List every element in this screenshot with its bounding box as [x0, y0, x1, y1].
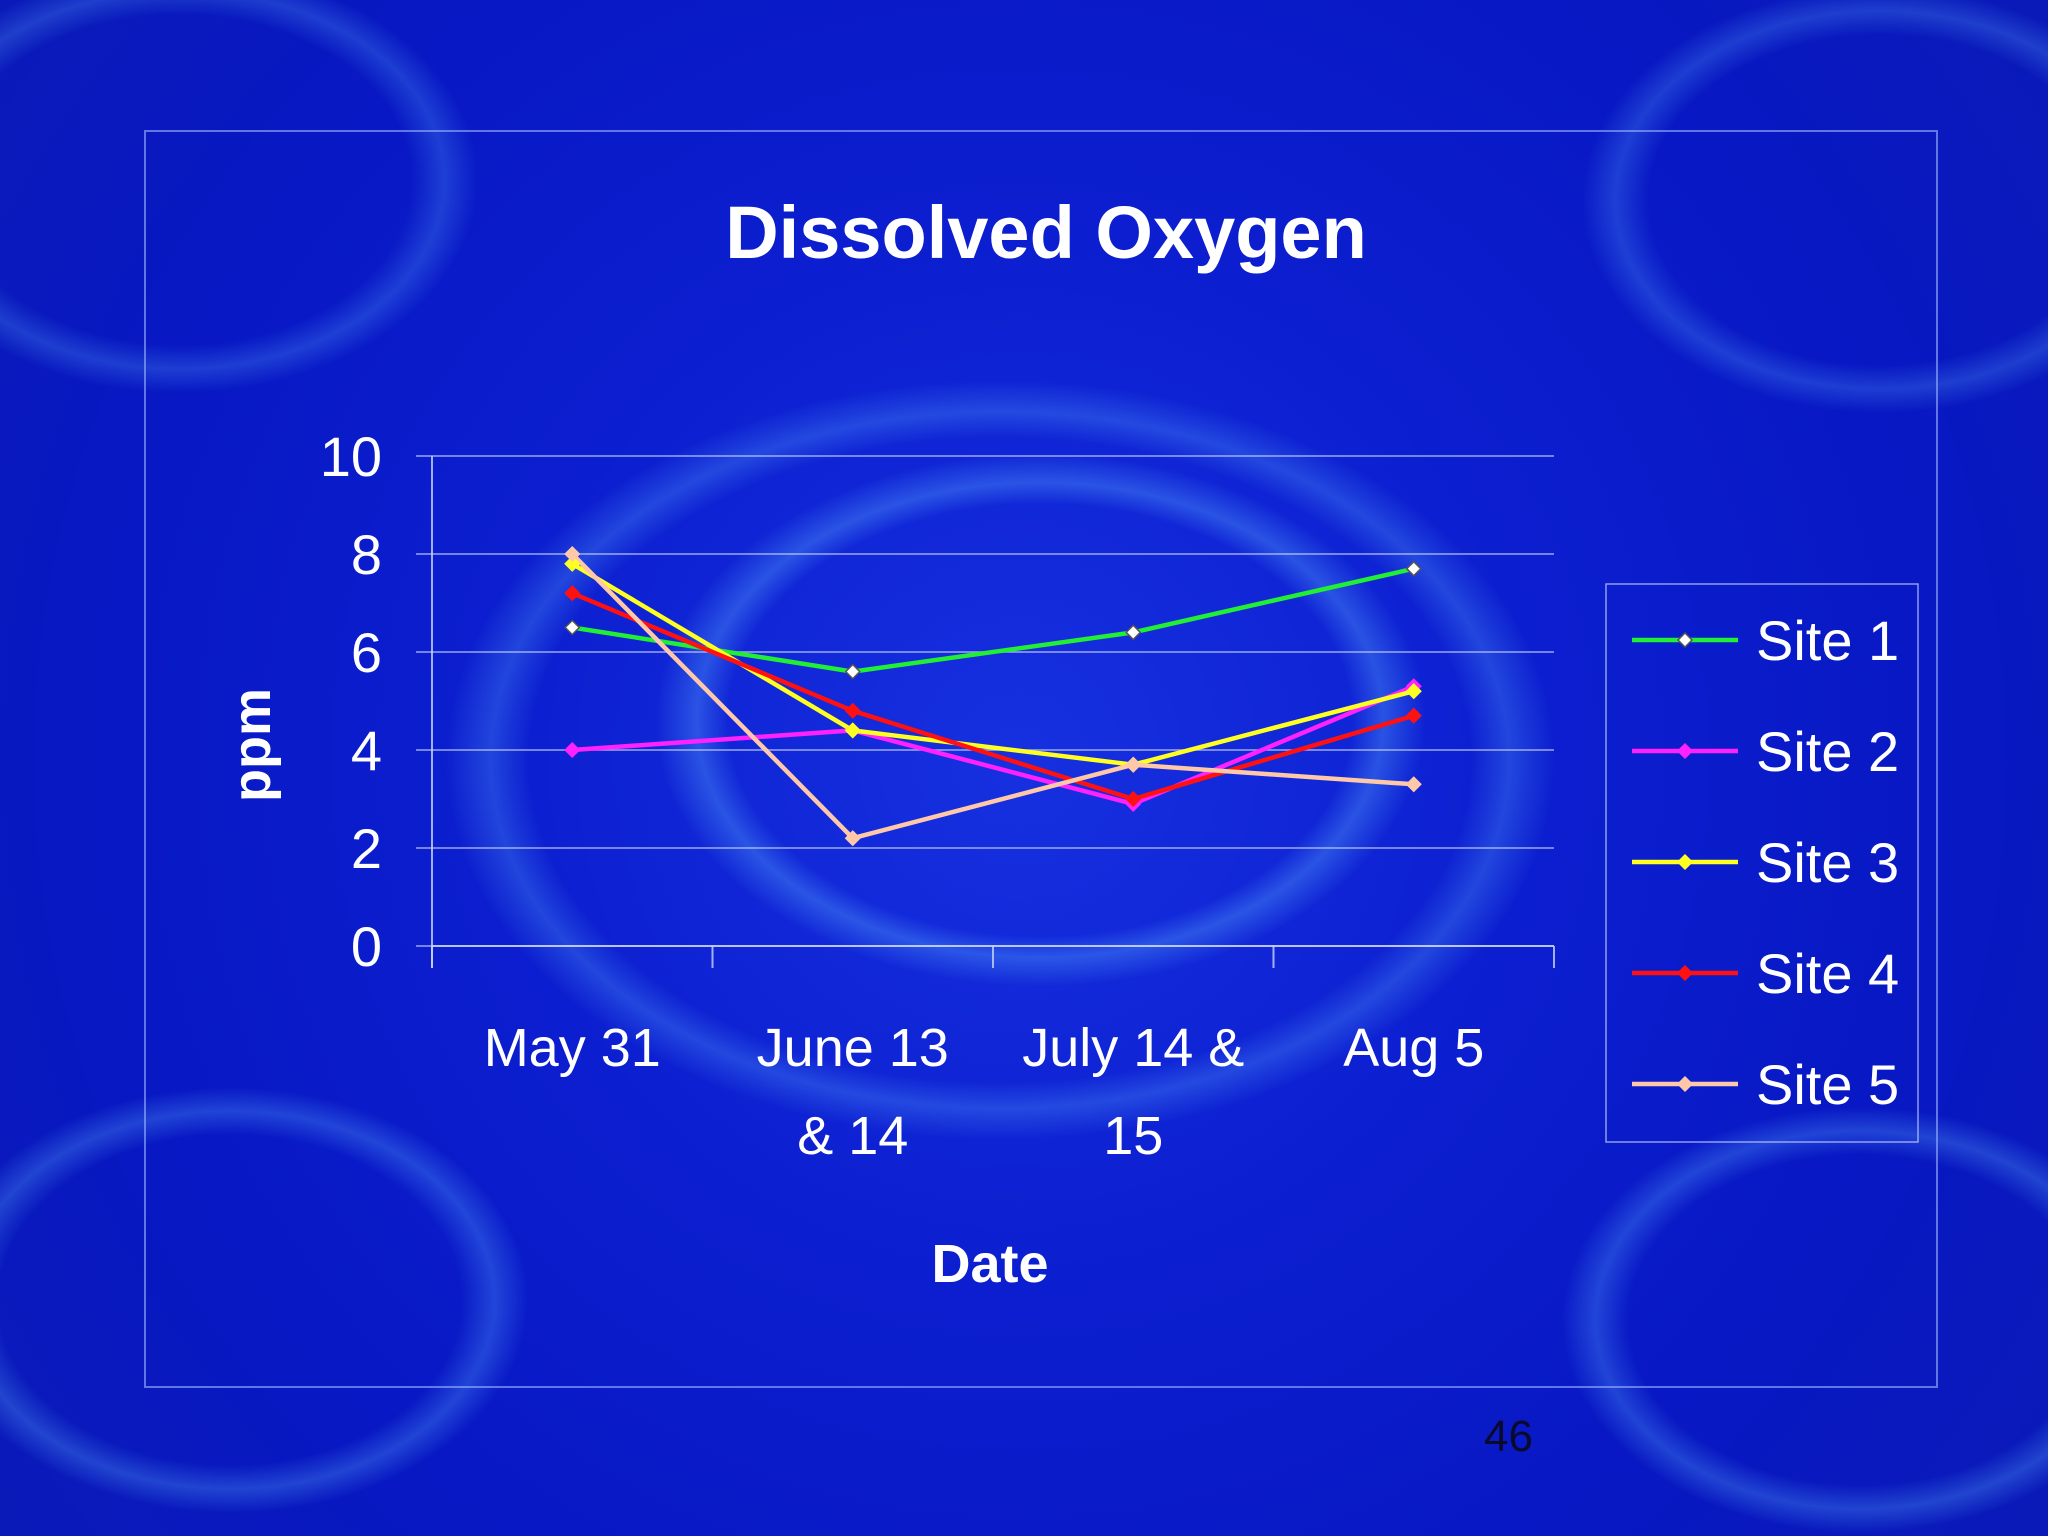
legend-label: Site 4	[1756, 942, 1899, 1005]
data-point	[844, 722, 861, 739]
data-point	[564, 545, 581, 563]
x-tick-label: Aug 5	[1343, 1018, 1484, 1078]
chart-frame	[144, 130, 1938, 1388]
data-point	[564, 619, 581, 636]
legend: Site 1 Site 2 Site 3 Site 4 Site 5	[1605, 583, 1919, 1143]
legend-marker	[1676, 853, 1694, 871]
legend-label: Site 3	[1756, 831, 1899, 894]
data-point	[844, 702, 861, 719]
x-axis-label: Date	[931, 1234, 1048, 1294]
data-point	[1405, 776, 1422, 793]
x-tick-label-line: 15	[1103, 1106, 1163, 1166]
x-tick-label: June 13 & 14	[757, 1018, 949, 1166]
series-line	[571, 566, 1415, 674]
legend-label: Site 2	[1756, 720, 1899, 783]
y-tick-label: 6	[351, 621, 382, 684]
legend-marker	[1676, 631, 1694, 649]
y-tick-label: 0	[351, 915, 382, 978]
legend-marker	[1676, 742, 1694, 760]
y-tick-label: 8	[351, 523, 382, 586]
series-line	[571, 561, 1415, 767]
legend-label: Site 5	[1756, 1053, 1899, 1116]
y-tick-label: 4	[351, 719, 382, 782]
plot-area: 0 2 4 6 8 10 May 31 June 13 & 14 July 14 & 15 Aug 5	[320, 425, 1555, 1166]
data-point	[564, 585, 581, 602]
x-tick-label-line: July 14 &	[1022, 1018, 1244, 1078]
chart-title: Dissolved Oxygen	[725, 191, 1367, 274]
data-point	[1405, 560, 1422, 577]
data-point	[564, 741, 581, 759]
data-point	[1125, 624, 1142, 641]
legend-marker	[1676, 964, 1694, 982]
page-number: 46	[1484, 1412, 1533, 1461]
data-point	[844, 663, 861, 680]
data-point	[844, 830, 861, 847]
legend-label: Site 1	[1756, 609, 1899, 672]
data-point	[564, 555, 581, 572]
series-line	[571, 591, 1415, 802]
x-tick-label: July 14 & 15	[1022, 1018, 1244, 1166]
data-point	[1405, 683, 1422, 700]
series-line	[570, 552, 1414, 841]
legend-marker	[1676, 1075, 1694, 1093]
legend-box	[1605, 583, 1919, 1143]
y-tick-label: 10	[320, 425, 382, 488]
data-point	[1405, 707, 1422, 724]
x-tick-label-line: June 13	[757, 1018, 949, 1078]
x-tick-label-line: Aug 5	[1343, 1018, 1484, 1078]
data-point	[1125, 790, 1142, 808]
x-tick-label-line: May 31	[484, 1018, 661, 1078]
data-point	[1125, 756, 1142, 773]
series-line	[572, 684, 1415, 807]
y-axis-label: ppm	[222, 688, 282, 802]
x-tick-label: May 31	[484, 1018, 661, 1078]
y-tick-label: 2	[351, 817, 382, 880]
x-tick-label-line: & 14	[797, 1106, 908, 1166]
